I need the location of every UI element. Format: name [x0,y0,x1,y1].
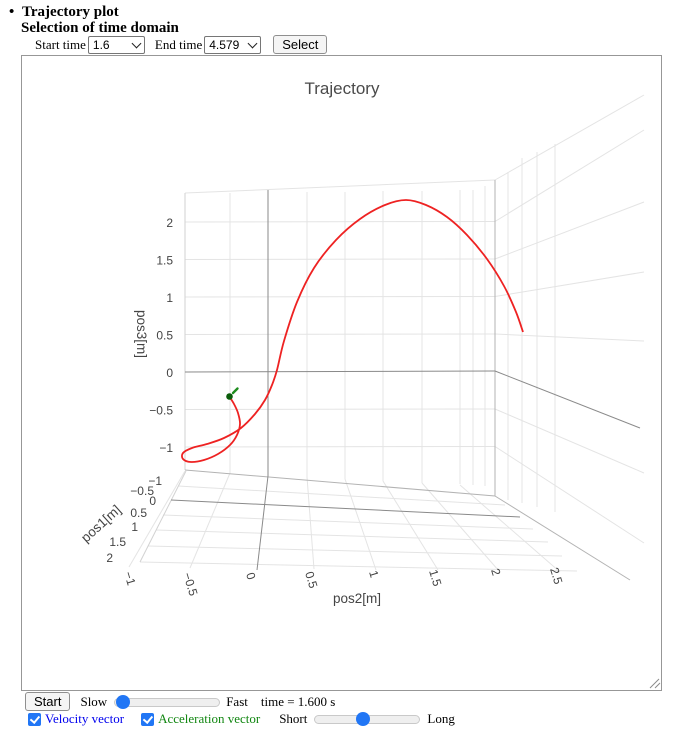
pos3-tick-label: −1 [159,441,173,455]
section-subtitle: Selection of time domain [21,20,179,36]
grid-line [494,333,645,342]
grid-line [494,129,645,222]
grid-line [344,478,377,571]
trajectory-3d-plot[interactable]: 21.510.50−0.5−1−1−0.500.511.52−1 −0.5 0 0.5… [22,56,661,690]
end-time-select[interactable]: 4.579 [204,35,262,54]
trajectory-curve [181,199,524,463]
acceleration-vector-icon [231,387,239,395]
pos1-tick-label: 1.5 [109,535,126,549]
acceleration-checkbox[interactable] [141,712,155,726]
grid-line [306,476,315,570]
vector-controls: Velocity vector Acceleration vector Shor… [28,711,455,727]
grid-line [421,482,500,572]
speed-slider-thumb[interactable] [115,694,130,709]
grid-line [184,469,496,497]
chevron-down-icon [247,38,258,48]
pos3-tick-label: 0 [166,366,173,380]
grid-line [162,514,534,530]
long-label: Long [427,711,455,726]
grid-line [494,201,645,260]
grid-line [494,408,645,474]
pos3-tick-label: −0.5 [149,404,173,418]
grid-line [494,446,645,544]
slow-label: Slow [80,693,108,709]
pos2-tick-label: −0.5 [180,571,200,598]
grid-line [494,370,641,429]
grid-line [494,495,631,581]
grid-line [382,480,439,571]
pos1-tick-label: 2 [106,551,113,565]
pos2-tick-label: −1 [121,570,138,587]
pos3-tick-label: 1 [166,291,173,305]
pos1-tick-label: −0.5 [130,484,154,498]
speed-slider-track[interactable] [114,697,221,707]
grid-line [184,296,496,298]
pos1-tick-label: 0.5 [130,506,147,520]
grid-line [256,475,269,571]
end-time-value: 4.579 [209,37,240,52]
position-marker [226,393,233,400]
pos2-tick-label: 0.5 [302,570,320,590]
time-domain-controls: Start time 1.6 End time 4.579 Select [35,35,328,54]
grid-line [184,333,496,335]
grid-line [184,221,496,223]
grid-line [177,485,506,506]
grid-line [155,529,549,543]
grid-line [184,408,496,410]
trajectory-plot-container[interactable]: 2 1.5 1 0.5 0 −0.5 −1 −1 −0.5 0 0.5 1 1.5 2 −1 −0.5 0 0.5… [21,55,662,691]
plot-title: Trajectory [305,79,380,98]
pos2-tick-label: 2 [488,567,503,578]
end-time-label: End time [154,36,203,52]
resize-handle-icon [654,682,661,689]
pos2-tick-label: 0 [243,571,258,582]
velocity-checkbox[interactable] [28,712,41,726]
axis-title: pos2[m] [333,591,381,606]
pos3-tick-label: 0.5 [156,329,173,343]
select-button[interactable]: Select [273,35,328,54]
velocity-label: Velocity vector [45,711,125,726]
grid-line [139,470,187,563]
grid-line [184,258,496,260]
grid-line [184,370,496,373]
start-time-label: Start time [35,36,86,52]
pos1-tick-label: 1 [131,520,138,534]
pos1-tick-label: 0 [149,494,156,508]
grid-line [494,94,645,181]
pos1-tick-label: −1 [148,474,162,488]
resize-handle-icon [649,678,660,689]
grid-line [184,446,496,448]
grid-line [139,561,578,572]
vector-length-slider[interactable] [314,711,421,727]
grid-line [494,271,645,297]
acceleration-label: Acceleration vector [158,711,261,726]
page-title: Trajectory plot [22,4,119,20]
pos3-tick-label: 1.5 [156,254,173,268]
start-time-select[interactable]: 1.6 [87,35,145,54]
chevron-down-icon [131,38,142,48]
axis-title: pos3[m] [134,310,149,358]
list-bullet: • [9,4,15,20]
start-time-value: 1.6 [92,37,110,52]
short-label: Short [279,711,308,726]
start-button[interactable]: Start [25,692,71,711]
grid-line [147,545,563,557]
grid-line [128,470,186,568]
time-readout: time = 1.600 s [260,693,336,709]
grid-line [184,179,496,194]
animation-controls: Start Slow Fast time = 1.600 s [25,692,335,711]
fast-label: Fast [226,693,248,709]
pos3-tick-label: 2 [166,216,173,230]
speed-slider[interactable] [114,694,221,710]
pos2-tick-label: 1.5 [426,568,444,588]
pos2-tick-label: 2.5 [547,566,565,586]
pos2-tick-label: 1 [366,569,381,580]
vector-length-slider-thumb[interactable] [356,712,371,726]
grid-line [170,499,521,518]
